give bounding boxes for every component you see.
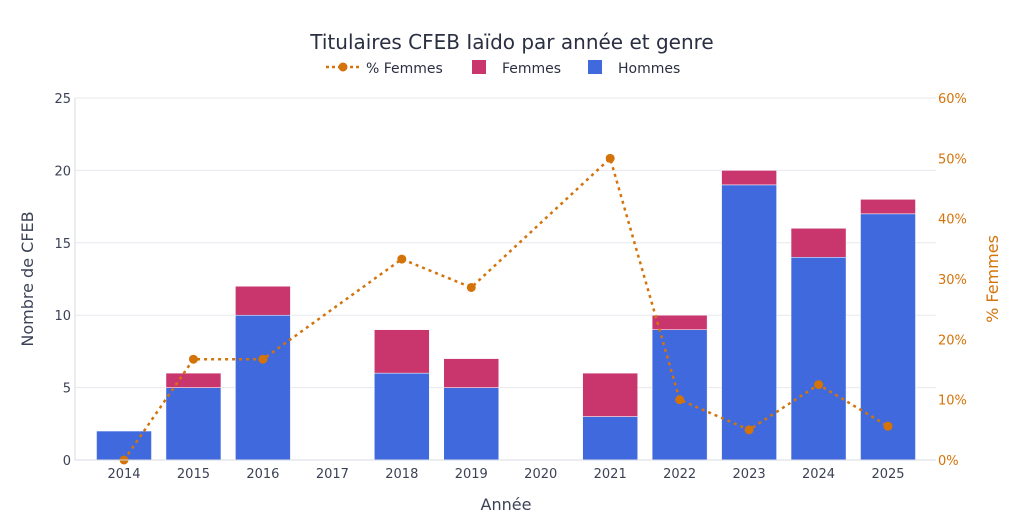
bar-femmes bbox=[443, 358, 500, 388]
pct-femmes-point bbox=[883, 421, 893, 431]
y-tick-label: 20 bbox=[54, 164, 71, 179]
bar-hommes bbox=[721, 184, 777, 461]
y2-tick-label: 0% bbox=[938, 454, 959, 469]
x-tick-label: 2018 bbox=[385, 467, 418, 482]
y-axis-label: Nombre de CFEB bbox=[18, 211, 37, 346]
y2-tick-label: 40% bbox=[938, 213, 967, 228]
legend-hommes-swatch bbox=[588, 60, 602, 74]
legend-pct-marker bbox=[338, 62, 348, 72]
pct-femmes-line bbox=[122, 156, 889, 461]
bar-femmes bbox=[235, 285, 291, 316]
y2-axis-label: % Femmes bbox=[983, 235, 1002, 323]
x-tick-label: 2014 bbox=[107, 467, 140, 482]
legend-femmes-swatch bbox=[472, 60, 486, 74]
y2-tick-label: 60% bbox=[938, 92, 967, 107]
pct-femmes-point bbox=[675, 395, 685, 405]
pct-femmes-point bbox=[814, 380, 824, 390]
y-tick-label: 5 bbox=[63, 382, 71, 397]
x-tick-label: 2019 bbox=[455, 467, 488, 482]
x-tick-label: 2025 bbox=[871, 467, 904, 482]
x-tick-label: 2016 bbox=[246, 467, 279, 482]
legend-pct-label: % Femmes bbox=[366, 61, 443, 77]
x-tick-label: 2023 bbox=[733, 467, 766, 482]
bar-hommes bbox=[235, 314, 291, 461]
bar-hommes bbox=[790, 257, 847, 461]
bar-hommes bbox=[374, 372, 430, 461]
pct-femmes-point bbox=[744, 425, 754, 435]
bar-femmes bbox=[790, 228, 847, 258]
x-tick-label: 2017 bbox=[316, 467, 349, 482]
x-tick-label: 2020 bbox=[524, 467, 557, 482]
x-axis-label: Année bbox=[481, 495, 532, 514]
bar-hommes bbox=[651, 329, 708, 461]
bar-hommes bbox=[582, 416, 638, 461]
bar-femmes bbox=[374, 329, 430, 374]
bar-femmes bbox=[165, 372, 222, 388]
y2-tick-label: 20% bbox=[938, 333, 967, 348]
y-tick-label: 0 bbox=[63, 454, 71, 469]
pct-femmes-point bbox=[258, 354, 268, 364]
pct-femmes-point bbox=[397, 254, 407, 264]
x-tick-label: 2022 bbox=[663, 467, 696, 482]
legend-hommes-label: Hommes bbox=[618, 61, 680, 77]
pct-line bbox=[119, 153, 893, 465]
pct-femmes-point bbox=[605, 153, 615, 163]
y-tick-label: 15 bbox=[54, 237, 71, 252]
pct-femmes-point bbox=[188, 354, 198, 364]
bar-hommes bbox=[860, 213, 916, 461]
x-tick-label: 2021 bbox=[594, 467, 627, 482]
bar-femmes bbox=[721, 170, 777, 186]
x-tick-label: 2024 bbox=[802, 467, 835, 482]
bar-femmes bbox=[582, 372, 638, 417]
bar-femmes bbox=[651, 314, 708, 330]
pct-femmes-point bbox=[466, 282, 476, 292]
y2-tick-label: 30% bbox=[938, 273, 967, 288]
bars bbox=[96, 170, 916, 461]
legend-femmes-label: Femmes bbox=[502, 61, 561, 77]
bar-femmes bbox=[860, 199, 916, 215]
bar-hommes bbox=[443, 387, 500, 461]
chart-title: Titulaires CFEB Iaïdo par année et genre bbox=[309, 30, 713, 54]
y2-tick-label: 10% bbox=[938, 394, 967, 409]
x-tick-label: 2015 bbox=[177, 467, 210, 482]
y2-tick-label: 50% bbox=[938, 152, 967, 167]
legend: % Femmes Femmes Hommes bbox=[326, 60, 680, 77]
y-tick-label: 10 bbox=[54, 309, 71, 324]
y-tick-label: 25 bbox=[54, 92, 71, 107]
bar-hommes bbox=[165, 387, 222, 461]
